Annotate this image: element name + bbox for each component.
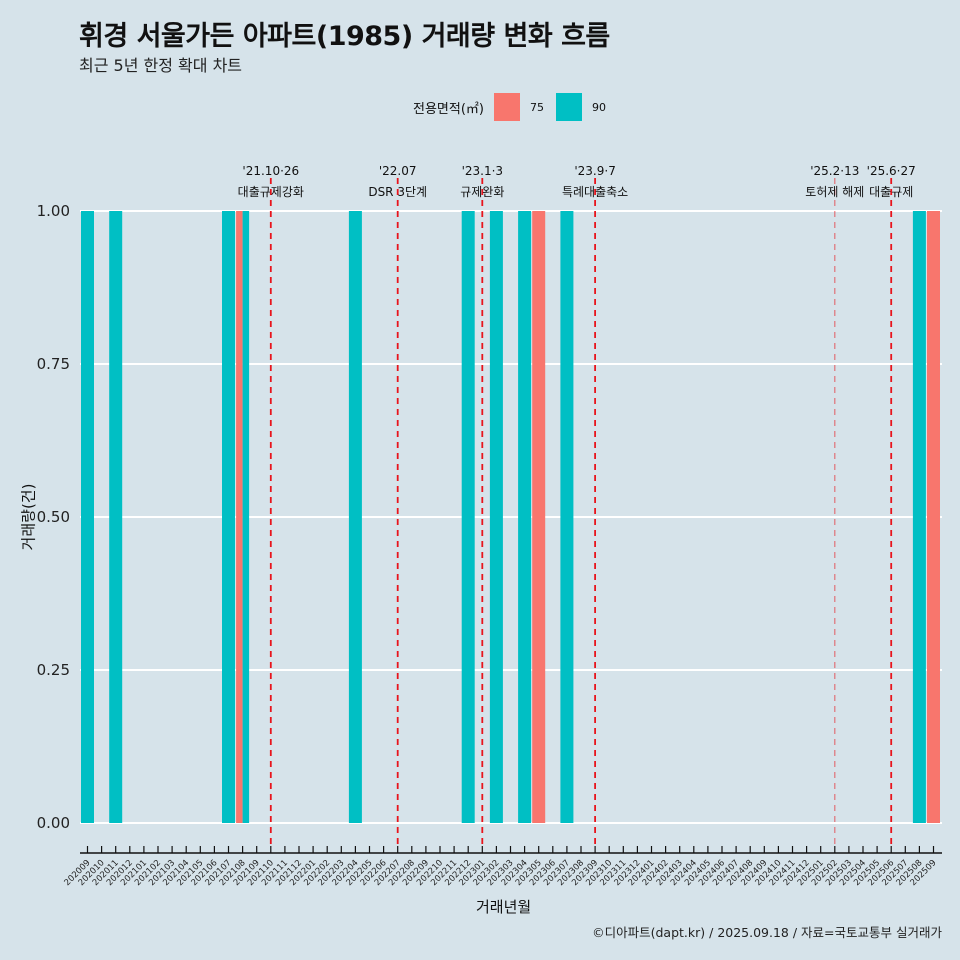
event-label: 대출규제 — [869, 185, 913, 199]
bar-202212-90 — [461, 211, 475, 823]
chart-title: 휘경 서울가든 아파트(1985) 거래량 변화 흐름 — [79, 21, 610, 52]
event-date: '22.07 — [379, 164, 417, 178]
event-date: '23.9·7 — [574, 164, 615, 178]
y-tick-label: 1.00 — [37, 202, 70, 220]
x-axis-label: 거래년월 — [476, 898, 532, 916]
legend-key-90 — [555, 93, 582, 121]
y-tick-label: 0.50 — [37, 508, 70, 526]
event-label: 대출규제강화 — [238, 185, 304, 199]
event-label: DSR 3단계 — [368, 185, 427, 199]
event-label: 토허제 해제 — [805, 185, 864, 199]
event-date: '25.6·27 — [867, 164, 916, 178]
bar-202302-90 — [489, 211, 503, 823]
legend-title: 전용면적(㎡) — [413, 101, 484, 117]
y-axis-label: 거래량(건) — [19, 483, 38, 551]
bar-202108-75 — [236, 211, 243, 823]
bar-202307-90 — [560, 211, 574, 823]
y-tick-label: 0.75 — [37, 355, 70, 373]
source-caption: ©디아파트(dapt.kr) / 2025.09.18 / 자료=국토교통부 실… — [592, 925, 942, 940]
chart-subtitle: 최근 5년 한정 확대 차트 — [79, 56, 243, 75]
event-date: '23.1·3 — [462, 164, 503, 178]
bar-202304-90 — [518, 211, 532, 823]
event-date: '25.2·13 — [810, 164, 859, 178]
event-date: '21.10·26 — [242, 164, 299, 178]
bar-202009-90 — [81, 211, 94, 823]
bar-202305-75 — [532, 211, 546, 823]
event-label: 특례대출축소 — [562, 185, 628, 199]
legend-key-75 — [493, 93, 520, 121]
bar-202108-90 — [242, 211, 250, 823]
bar-202204-90 — [348, 211, 362, 823]
legend: 전용면적(㎡) 75 90 — [413, 92, 618, 122]
y-tick-label: 0.00 — [37, 814, 70, 832]
bar-202508-90 — [912, 211, 926, 823]
legend-label-90: 90 — [591, 100, 606, 114]
y-tick-label: 0.25 — [37, 661, 70, 679]
bar-202107-90 — [222, 211, 235, 823]
bar-202509-75 — [927, 211, 940, 823]
bar-202011-90 — [109, 211, 123, 823]
legend-label-75: 75 — [529, 100, 544, 114]
event-label: 규제완화 — [460, 185, 504, 199]
